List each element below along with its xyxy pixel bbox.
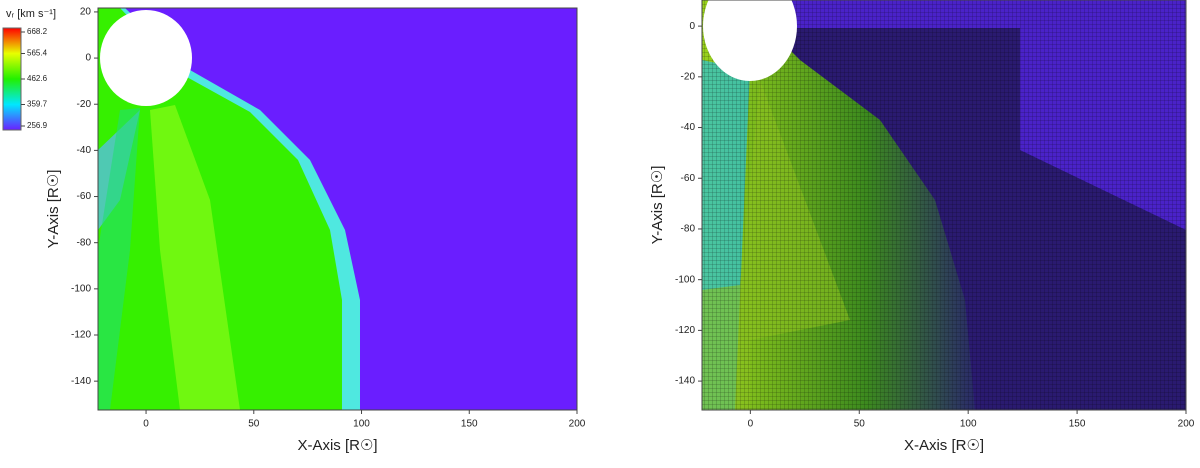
colorbar-tick-label: 256.9 (27, 121, 48, 130)
colorbar-tick-label: 668.2 (27, 27, 48, 36)
y-tick-label: -140 (71, 376, 91, 387)
x-tick-label: 0 (748, 419, 754, 430)
y-axis-title: Y-Axis [R☉] (649, 166, 666, 245)
x-axis-title: X-Axis [R☉] (904, 437, 984, 454)
y-tick-label: -100 (71, 283, 91, 294)
y-tick-label: 0 (689, 21, 695, 32)
y-tick-label: -40 (77, 145, 92, 156)
y-tick-label: -20 (77, 99, 92, 110)
x-tick-label: 100 (960, 419, 977, 430)
y-tick-label: 0 (85, 53, 91, 64)
colorbar-tick-label: 359.7 (27, 100, 48, 109)
plot-frame (97, 7, 578, 411)
x-tick-label: 50 (248, 419, 260, 430)
colorbar-tick-label: 462.6 (27, 74, 48, 83)
y-tick-label: -100 (675, 274, 695, 285)
field-left (98, 8, 577, 410)
colorbar (2, 27, 22, 131)
y-tick-label: -120 (675, 325, 695, 336)
y-tick-label: 20 (80, 7, 92, 18)
y-tick-label: -60 (681, 173, 696, 184)
x-tick-label: 150 (1069, 419, 1086, 430)
y-tick-label: -80 (681, 224, 696, 235)
y-tick-label: -80 (77, 237, 92, 248)
field-right (702, 0, 1186, 410)
colorbar-title: vᵣ [km s⁻¹] (6, 8, 56, 20)
x-tick-label: 150 (461, 419, 478, 430)
x-tick-label: 50 (854, 419, 866, 430)
x-tick-label: 0 (143, 419, 149, 430)
y-tick-label: -40 (681, 122, 696, 133)
y-axis-title: Y-Axis [R☉] (45, 170, 62, 249)
x-tick-label: 100 (353, 419, 370, 430)
y-tick-label: -140 (675, 376, 695, 387)
x-tick-label: 200 (1178, 419, 1195, 430)
plot-frame (701, 0, 1187, 411)
y-tick-label: -120 (71, 330, 91, 341)
y-tick-label: -20 (681, 71, 696, 82)
colorbar-tick-label: 565.4 (27, 49, 48, 58)
x-axis-title: X-Axis [R☉] (297, 437, 377, 454)
y-tick-label: -60 (77, 191, 92, 202)
x-tick-label: 200 (569, 419, 586, 430)
